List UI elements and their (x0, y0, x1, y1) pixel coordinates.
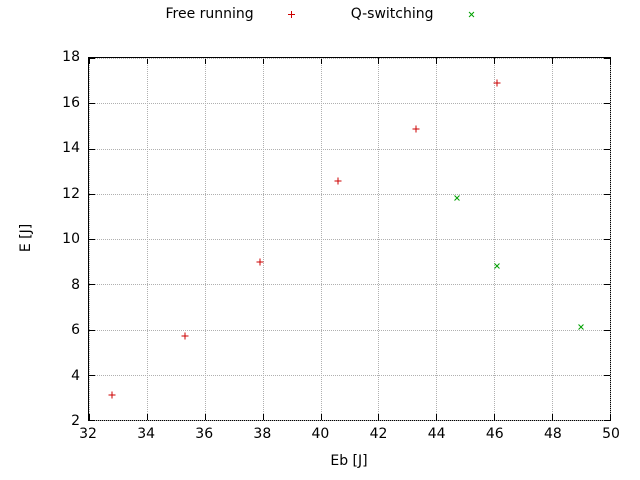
plot-area (88, 57, 611, 421)
y-tick-mark (89, 148, 95, 150)
x-tick-label: 42 (369, 426, 388, 442)
y-tick-label: 10 (62, 231, 80, 247)
y-tick-mark (604, 58, 610, 59)
y-tick-mark (604, 420, 610, 421)
x-tick-mark (89, 414, 90, 420)
x-tick-label: 36 (195, 426, 214, 442)
x-tick-mark (146, 58, 148, 64)
x-gridline (610, 58, 611, 420)
x-tick-mark (378, 58, 380, 64)
data-point-free-running (493, 79, 501, 87)
y-tick-mark (89, 420, 95, 421)
x-tick-mark (436, 414, 438, 420)
y-tick-mark (604, 284, 610, 286)
x-tick-mark (610, 414, 611, 420)
x-tick-label: 46 (485, 426, 504, 442)
x-tick-mark (320, 414, 322, 420)
y-tick-mark (604, 374, 610, 376)
x-tick-label: 38 (253, 426, 272, 442)
x-tick-label: 44 (427, 426, 446, 442)
y-gridline (89, 374, 610, 376)
data-point-free-running (334, 177, 342, 185)
legend: Free running Q-switching (0, 6, 640, 22)
legend-entry-free-running: Free running (166, 6, 295, 22)
y-tick-label: 4 (71, 367, 80, 384)
legend-label: Q-switching (350, 6, 434, 22)
legend-label: Free running (165, 6, 254, 22)
y-tick-mark (604, 148, 610, 150)
x-tick-mark (552, 414, 554, 420)
y-tick-label: 12 (62, 185, 80, 202)
y-tick-mark (89, 284, 95, 286)
y-tick-mark (604, 193, 610, 195)
y-tick-mark (89, 193, 95, 195)
x-tick-mark (204, 414, 206, 420)
y-tick-label: 14 (62, 140, 80, 156)
x-tick-mark (494, 414, 496, 420)
x-tick-mark (552, 58, 554, 64)
y-gridline (89, 284, 610, 286)
y-gridline (89, 148, 610, 150)
y-tick-label: 18 (62, 49, 80, 65)
data-point-q-switching (452, 193, 462, 203)
y-gridline (89, 420, 610, 421)
x-tick-label: 34 (137, 426, 156, 442)
y-tick-mark (89, 374, 95, 376)
data-point-q-switching (576, 322, 586, 332)
legend-entry-q-switching: Q-switching (351, 6, 475, 22)
x-tick-mark (494, 58, 496, 64)
x-tick-mark (262, 414, 264, 420)
x-tick-label: 40 (311, 426, 330, 442)
x-tick-mark (89, 58, 90, 64)
y-tick-mark (89, 329, 95, 331)
x-tick-label: 48 (543, 426, 562, 442)
y-tick-mark (89, 239, 95, 240)
y-tick-mark (89, 103, 95, 105)
x-tick-mark (436, 58, 438, 64)
y-axis-label: E [J] (18, 223, 34, 253)
y-tick-mark (89, 58, 95, 59)
plus-icon (287, 10, 295, 18)
x-tick-label: 32 (79, 426, 97, 442)
x-tick-mark (262, 58, 264, 64)
y-gridline (89, 103, 610, 105)
data-point-free-running (181, 332, 189, 340)
y-gridline (89, 239, 610, 240)
x-tick-mark (146, 414, 148, 420)
x-tick-mark (320, 58, 322, 64)
y-tick-mark (604, 329, 610, 331)
x-tick-mark (610, 58, 611, 64)
y-tick-label: 6 (71, 322, 80, 338)
data-point-free-running (412, 125, 420, 133)
data-point-free-running (256, 258, 264, 266)
y-tick-label: 2 (71, 413, 80, 429)
y-gridline (89, 58, 610, 59)
y-tick-mark (604, 239, 610, 240)
x-tick-label: 50 (602, 426, 620, 442)
y-tick-label: 16 (62, 94, 80, 111)
data-point-free-running (108, 391, 116, 399)
x-axis-label: Eb [J] (330, 453, 368, 469)
x-tick-mark (204, 58, 206, 64)
y-tick-mark (604, 103, 610, 105)
cross-icon (466, 9, 476, 19)
y-gridline (89, 193, 610, 195)
y-gridline (89, 329, 610, 331)
y-tick-label: 8 (71, 276, 80, 293)
x-tick-mark (378, 414, 380, 420)
